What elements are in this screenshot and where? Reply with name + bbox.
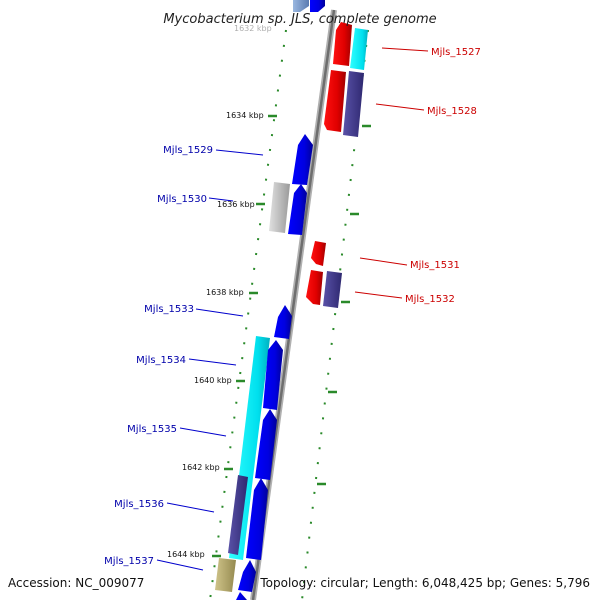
- kbp-label-1632: 1632 kbp: [234, 24, 272, 33]
- kbp-label-1644: 1644 kbp: [167, 550, 205, 559]
- gene-1526-partial[interactable]: [293, 0, 309, 12]
- gene-1532[interactable]: [306, 270, 323, 305]
- gene-1527[interactable]: [333, 22, 352, 66]
- gene-1537-feature[interactable]: [215, 558, 236, 592]
- gene-1526-forward-partial[interactable]: [310, 0, 325, 12]
- topology-text: Topology: circular; Length: 6,048,425 bp…: [259, 576, 590, 590]
- gene-label-1531[interactable]: Mjls_1531: [410, 260, 460, 271]
- gene-1532-feature[interactable]: [323, 271, 342, 308]
- gene-1533[interactable]: [274, 305, 292, 339]
- kbp-label-1638: 1638 kbp: [206, 288, 244, 297]
- kbp-label-1634: 1634 kbp: [226, 111, 264, 120]
- gene-1528-feature[interactable]: [343, 71, 364, 137]
- gene-label-1535[interactable]: Mjls_1535: [127, 424, 177, 435]
- gene-label-1533[interactable]: Mjls_1533: [144, 304, 194, 315]
- gene-1534[interactable]: [263, 340, 283, 410]
- gene-1537[interactable]: [238, 560, 256, 592]
- gene-1538-partial[interactable]: [236, 592, 247, 600]
- gene-1536[interactable]: [246, 478, 268, 560]
- accession-text: Accession: NC_009077: [8, 576, 144, 590]
- kbp-label-1636: 1636 kbp: [217, 200, 255, 209]
- leader-lines-forward: [156, 149, 264, 571]
- map-title: Mycobacterium sp. JLS, complete genome: [163, 12, 436, 27]
- gene-1531[interactable]: [311, 241, 326, 266]
- gene-label-1534[interactable]: Mjls_1534: [136, 355, 186, 366]
- gene-1529[interactable]: [292, 134, 313, 185]
- gene-1527-feature[interactable]: [350, 28, 368, 70]
- kbp-label-1640: 1640 kbp: [194, 376, 232, 385]
- gene-label-1528[interactable]: Mjls_1528: [427, 106, 477, 117]
- kbp-label-1642: 1642 kbp: [182, 463, 220, 472]
- gene-label-1536[interactable]: Mjls_1536: [114, 499, 164, 510]
- leader-lines-reverse: [354, 47, 429, 299]
- gene-1530[interactable]: [288, 184, 307, 235]
- gene-label-1537[interactable]: Mjls_1537: [104, 556, 154, 567]
- major-ticks: [212, 114, 371, 558]
- gene-label-1530[interactable]: Mjls_1530: [157, 194, 207, 205]
- gene-1530-feature[interactable]: [269, 182, 290, 233]
- gene-label-1529[interactable]: Mjls_1529: [163, 145, 213, 156]
- gene-1536-feature[interactable]: [228, 475, 248, 555]
- gene-1528[interactable]: [324, 70, 346, 132]
- gene-1535[interactable]: [255, 409, 277, 480]
- outer-track-right: [301, 29, 369, 600]
- gene-label-1532[interactable]: Mjls_1532: [405, 294, 455, 305]
- gene-label-1527[interactable]: Mjls_1527: [431, 47, 481, 58]
